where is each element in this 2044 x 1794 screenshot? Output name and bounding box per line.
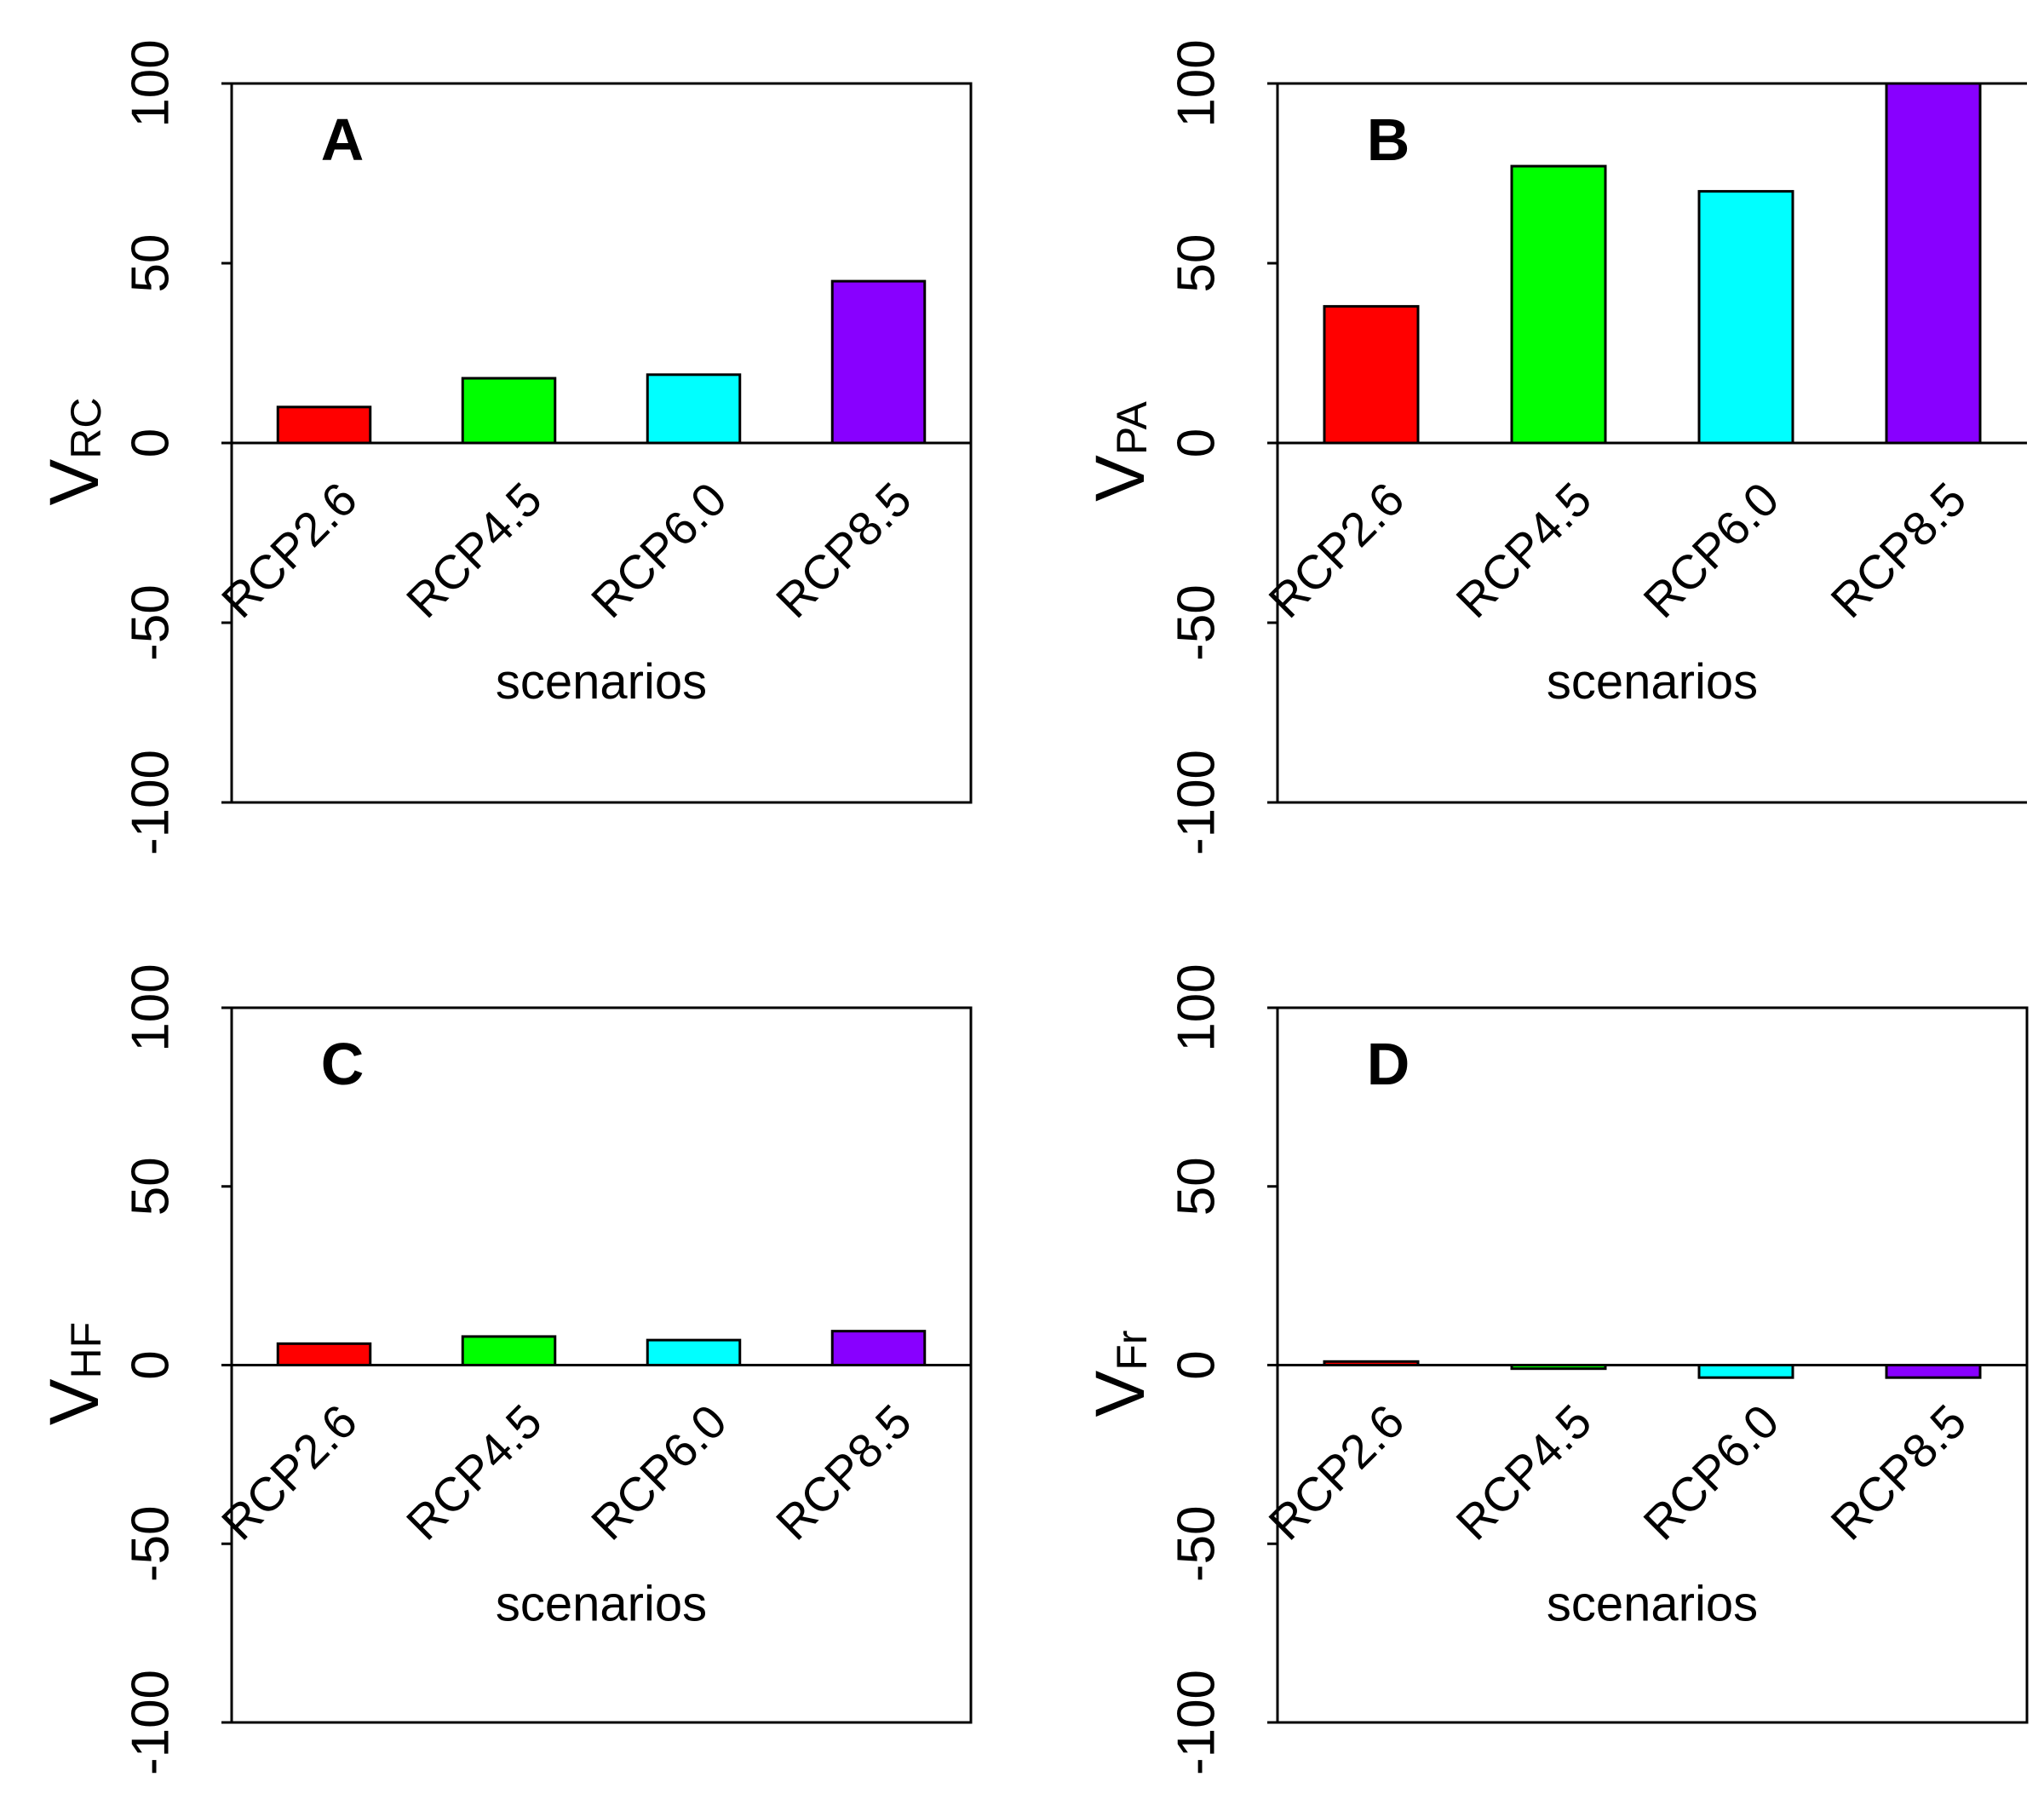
panel-label: D	[1367, 1031, 1410, 1097]
panel-b: -100 -50 0 50 100 VPA RCP2.6 RCP4.5 RCP6.0 RCP8.5…	[1082, 39, 2027, 855]
bar-rcp8-5	[830, 1330, 927, 1366]
x-category-label: RCP6.0	[1633, 1394, 1788, 1550]
y-tick-label: 100	[122, 39, 181, 127]
bar-rcp8-5	[1885, 1364, 1982, 1379]
bar-rcp2-6	[276, 405, 372, 445]
bar-rcp2-6	[1323, 1360, 1420, 1367]
x-category-label: RCP8.5	[1820, 472, 1976, 628]
x-category-label: RCP6.0	[581, 472, 737, 628]
bar-rcp8-5	[830, 279, 927, 445]
x-category-label: RCP6.0	[1633, 472, 1788, 628]
bar-rcp4-5	[1510, 1364, 1607, 1371]
x-category-label: RCP8.5	[766, 472, 922, 628]
y-tick-label: -50	[122, 584, 181, 661]
y-tick-label: -100	[122, 750, 181, 855]
y-tick-label: -100	[1168, 1670, 1226, 1775]
y-tick-label: 0	[1168, 1350, 1226, 1379]
panel-label: C	[321, 1031, 365, 1097]
bar-rcp6-0	[646, 1338, 742, 1367]
y-tick-label: -50	[122, 1505, 181, 1582]
bar-rcp4-5	[1510, 164, 1607, 445]
x-category-label: RCP4.5	[1445, 472, 1601, 628]
y-axis-label: VHF	[36, 1322, 113, 1425]
bar-rcp4-5	[461, 377, 557, 445]
y-tick-label: 50	[122, 234, 181, 293]
x-category-label: RCP8.5	[1820, 1394, 1976, 1550]
y-axis-label: VFr	[1082, 1331, 1159, 1417]
bar-rcp4-5	[461, 1335, 557, 1366]
bar-rcp8-5	[1885, 82, 1982, 445]
x-category-label: RCP4.5	[1445, 1394, 1601, 1550]
y-axis-label: VPA	[1082, 401, 1159, 502]
x-category-label: RCP8.5	[766, 1394, 922, 1550]
y-tick-label: 100	[122, 963, 181, 1051]
x-category-label: RCP4.5	[396, 472, 552, 628]
y-tick-label: 50	[1168, 1157, 1226, 1216]
y-tick-label: 50	[1168, 234, 1226, 293]
bar-rcp6-0	[1697, 1364, 1794, 1379]
x-category-label: RCP2.6	[211, 472, 367, 628]
y-tick-label: -50	[1168, 584, 1226, 661]
y-tick-label: 100	[1168, 39, 1226, 127]
panel-d: -100 -50 0 50 100 VFr RCP2.6 RCP4.5 RCP6.0 RCP8.5…	[1082, 963, 2029, 1775]
bar-rcp6-0	[1697, 190, 1794, 445]
x-category-label: RCP4.5	[396, 1394, 552, 1550]
y-tick-label: 0	[122, 1350, 181, 1379]
bar-rcp6-0	[646, 373, 742, 445]
y-tick-label: 0	[122, 428, 181, 457]
x-axis-label: scenarios	[1547, 654, 1758, 710]
y-tick-label: -50	[1168, 1505, 1226, 1582]
y-tick-label: 100	[1168, 963, 1226, 1051]
bar-rcp2-6	[276, 1342, 372, 1366]
y-tick-label: 0	[1168, 428, 1226, 457]
panel-label: B	[1367, 106, 1410, 173]
panel-a: -100 -50 0 50 100 VRC RCP2.6 RCP4.5 RCP6.0 RCP8.5…	[36, 39, 973, 855]
x-axis-label: scenarios	[496, 1577, 707, 1632]
x-axis-label: scenarios	[496, 654, 707, 710]
x-category-label: RCP2.6	[1258, 1394, 1414, 1550]
y-tick-label: -100	[1168, 750, 1226, 855]
bar-rcp2-6	[1323, 305, 1420, 445]
y-tick-label: -100	[122, 1670, 181, 1775]
x-category-label: RCP6.0	[581, 1394, 737, 1550]
x-axis-label: scenarios	[1547, 1577, 1758, 1632]
panel-label: A	[321, 106, 365, 173]
y-tick-label: 50	[122, 1157, 181, 1216]
panel-c: -100 -50 0 50 100 VHF RCP2.6 RCP4.5 RCP6.0 RCP8.5…	[36, 963, 973, 1775]
y-axis-label: VRC	[36, 398, 113, 506]
x-category-label: RCP2.6	[211, 1394, 367, 1550]
x-category-label: RCP2.6	[1258, 472, 1414, 628]
